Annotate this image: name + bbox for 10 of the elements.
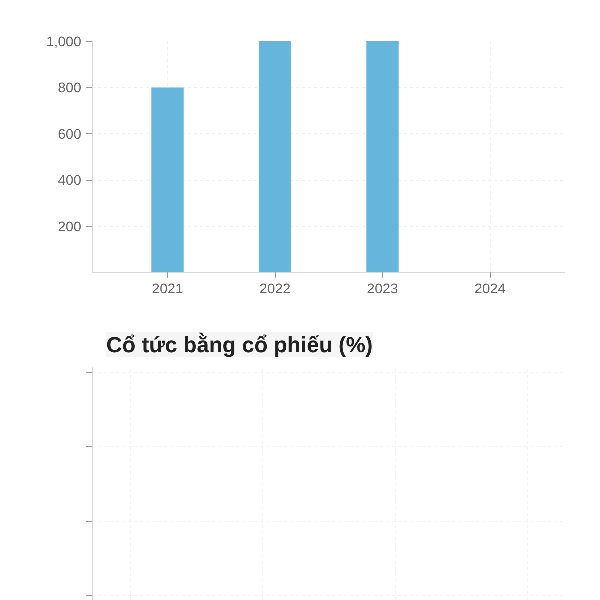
x-tick-label: 2023 [367, 280, 399, 296]
x-tick-label: 2022 [260, 280, 292, 296]
y-tick-label: 200 [58, 218, 82, 234]
x-tick-label: 2024 [474, 280, 506, 296]
x-tick-label: 2021 [152, 280, 184, 296]
y-tick-label: 400 [58, 172, 82, 188]
y-tick-label: 1,000 [46, 34, 82, 50]
y-tick-label: 600 [58, 126, 82, 142]
text: Cổ tức bằng cổ phiếu (%) [106, 332, 373, 358]
y-tick-label: 800 [58, 80, 82, 96]
